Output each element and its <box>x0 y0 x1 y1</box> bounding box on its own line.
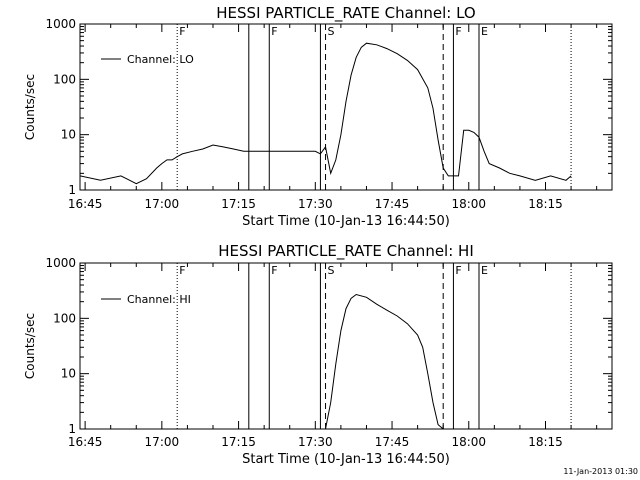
x-tick-label: 18:15 <box>528 435 563 449</box>
chart-title: HESSI PARTICLE_RATE Channel: HI <box>218 242 474 261</box>
y-tick-label: 10 <box>61 367 76 381</box>
event-marker-label: F <box>271 264 277 277</box>
x-tick-label: 17:45 <box>375 197 410 211</box>
x-tick-label: 17:30 <box>298 197 333 211</box>
legend: Channel: LO <box>101 53 194 66</box>
event-marker-label: F <box>271 25 277 38</box>
x-axis-label: Start Time (10-Jan-13 16:44:50) <box>242 214 450 229</box>
event-marker-label: E <box>481 25 488 38</box>
y-axis-label: Counts/sec <box>23 313 37 379</box>
y-tick-label: 100 <box>53 72 76 86</box>
series-line <box>80 42 572 185</box>
x-tick-label: 17:00 <box>145 435 180 449</box>
x-axis-label: Start Time (10-Jan-13 16:44:50) <box>242 452 450 467</box>
series-line <box>325 293 444 429</box>
event-marker-label: E <box>481 264 488 277</box>
plot-frame <box>79 23 613 191</box>
chart-panel-2: HESSI PARTICLE_RATE Channel: HI 16:45 17:0… <box>23 242 613 467</box>
legend-label: Channel: HI <box>127 293 191 306</box>
legend: Channel: HI <box>101 293 191 306</box>
y-axis-label: Counts/sec <box>23 74 37 140</box>
y-tick-label: 1 <box>68 422 76 436</box>
x-tick-label: 18:15 <box>528 197 563 211</box>
event-marker-label: F <box>179 25 185 38</box>
y-tick-label: 10 <box>61 128 76 142</box>
y-tick-label: 1000 <box>45 256 76 270</box>
x-tick-label: 18:00 <box>451 435 486 449</box>
event-marker-label: F <box>455 25 461 38</box>
x-tick-label: 16:45 <box>68 435 103 449</box>
x-tick-label: 16:45 <box>68 197 103 211</box>
y-tick-label: 1000 <box>45 17 76 31</box>
y-tick-label: 100 <box>53 311 76 325</box>
legend-label: Channel: LO <box>127 53 194 66</box>
chart-panel-1: HESSI PARTICLE_RATE Channel: LO 16:45 17:0… <box>23 4 613 229</box>
x-tick-label: 17:15 <box>221 197 256 211</box>
x-tick-label: 17:00 <box>145 197 180 211</box>
y-tick-label: 1 <box>68 183 76 197</box>
event-marker-label: S <box>328 264 335 277</box>
x-tick-label: 18:00 <box>451 197 486 211</box>
chart-title: HESSI PARTICLE_RATE Channel: LO <box>216 4 475 23</box>
x-tick-label: 17:30 <box>298 435 333 449</box>
timestamp: 11-Jan-2013 01:30 <box>563 467 638 476</box>
x-tick-label: 17:45 <box>375 435 410 449</box>
event-marker-label: F <box>455 264 461 277</box>
event-marker-label: F <box>179 264 185 277</box>
plot-frame <box>79 262 613 430</box>
x-tick-label: 17:15 <box>221 435 256 449</box>
event-marker-label: S <box>328 25 335 38</box>
